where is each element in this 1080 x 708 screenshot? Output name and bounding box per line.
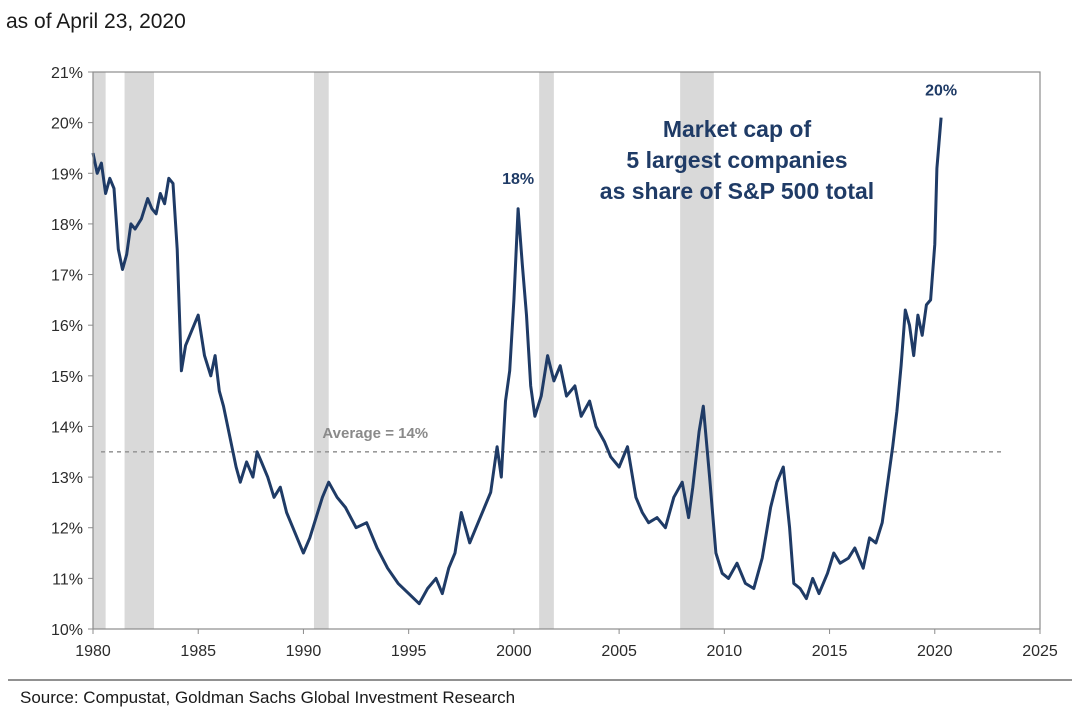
x-axis-ticks: 1980 1985 1990 1995 2000 2005 2010 2015 2020 2025 <box>75 629 1058 660</box>
y-tick-label: 13% <box>51 470 83 487</box>
recession-band-3 <box>539 72 554 629</box>
peak-labels: 18% 20% <box>502 83 957 189</box>
y-tick-label: 15% <box>51 369 83 386</box>
chart-subtitle: as of April 23, 2020 <box>6 10 186 33</box>
x-tick-label: 2015 <box>812 643 848 660</box>
y-tick-label: 17% <box>51 268 83 285</box>
recession-bands <box>93 72 714 629</box>
y-tick-label: 12% <box>51 521 83 538</box>
x-tick-label: 1985 <box>180 643 216 660</box>
x-tick-label: 2010 <box>707 643 743 660</box>
chart-annotation-title: Market cap of 5 largest companies as share… <box>600 116 874 204</box>
x-tick-label: 2005 <box>601 643 637 660</box>
peak-label-1: 20% <box>925 83 957 100</box>
recession-band-1 <box>124 72 155 629</box>
annotation-line-2: as share of S&P 500 total <box>600 178 874 204</box>
recession-band-4 <box>680 72 714 629</box>
y-tick-label: 16% <box>51 318 83 335</box>
average-label: Average = 14% <box>322 425 428 442</box>
plot-border <box>92 71 1041 630</box>
y-axis-ticks: 10% 11% 12% 13% 14% 15% 16% 17% 18% 19% 20% 21% <box>51 65 93 639</box>
annotation-line-1: 5 largest companies <box>626 147 847 173</box>
annotation-line-0: Market cap of <box>663 116 812 142</box>
x-tick-label: 2025 <box>1022 643 1058 660</box>
x-tick-label: 2020 <box>917 643 953 660</box>
y-tick-label: 14% <box>51 419 83 436</box>
peak-label-0: 18% <box>502 171 534 188</box>
y-tick-label: 10% <box>51 622 83 639</box>
y-tick-label: 20% <box>51 116 83 133</box>
y-tick-label: 11% <box>52 571 83 588</box>
recession-band-2 <box>313 72 329 629</box>
recession-band-0 <box>93 72 106 629</box>
y-tick-label: 21% <box>51 65 83 82</box>
x-tick-label: 1995 <box>391 643 427 660</box>
x-tick-label: 2000 <box>496 643 532 660</box>
source-note: Source: Compustat, Goldman Sachs Global … <box>20 688 516 707</box>
y-tick-label: 18% <box>51 217 83 234</box>
x-tick-label: 1980 <box>75 643 111 660</box>
x-tick-label: 1990 <box>286 643 322 660</box>
series-line <box>91 117 943 606</box>
y-tick-label: 19% <box>51 166 83 183</box>
plot-frame <box>92 71 1041 630</box>
